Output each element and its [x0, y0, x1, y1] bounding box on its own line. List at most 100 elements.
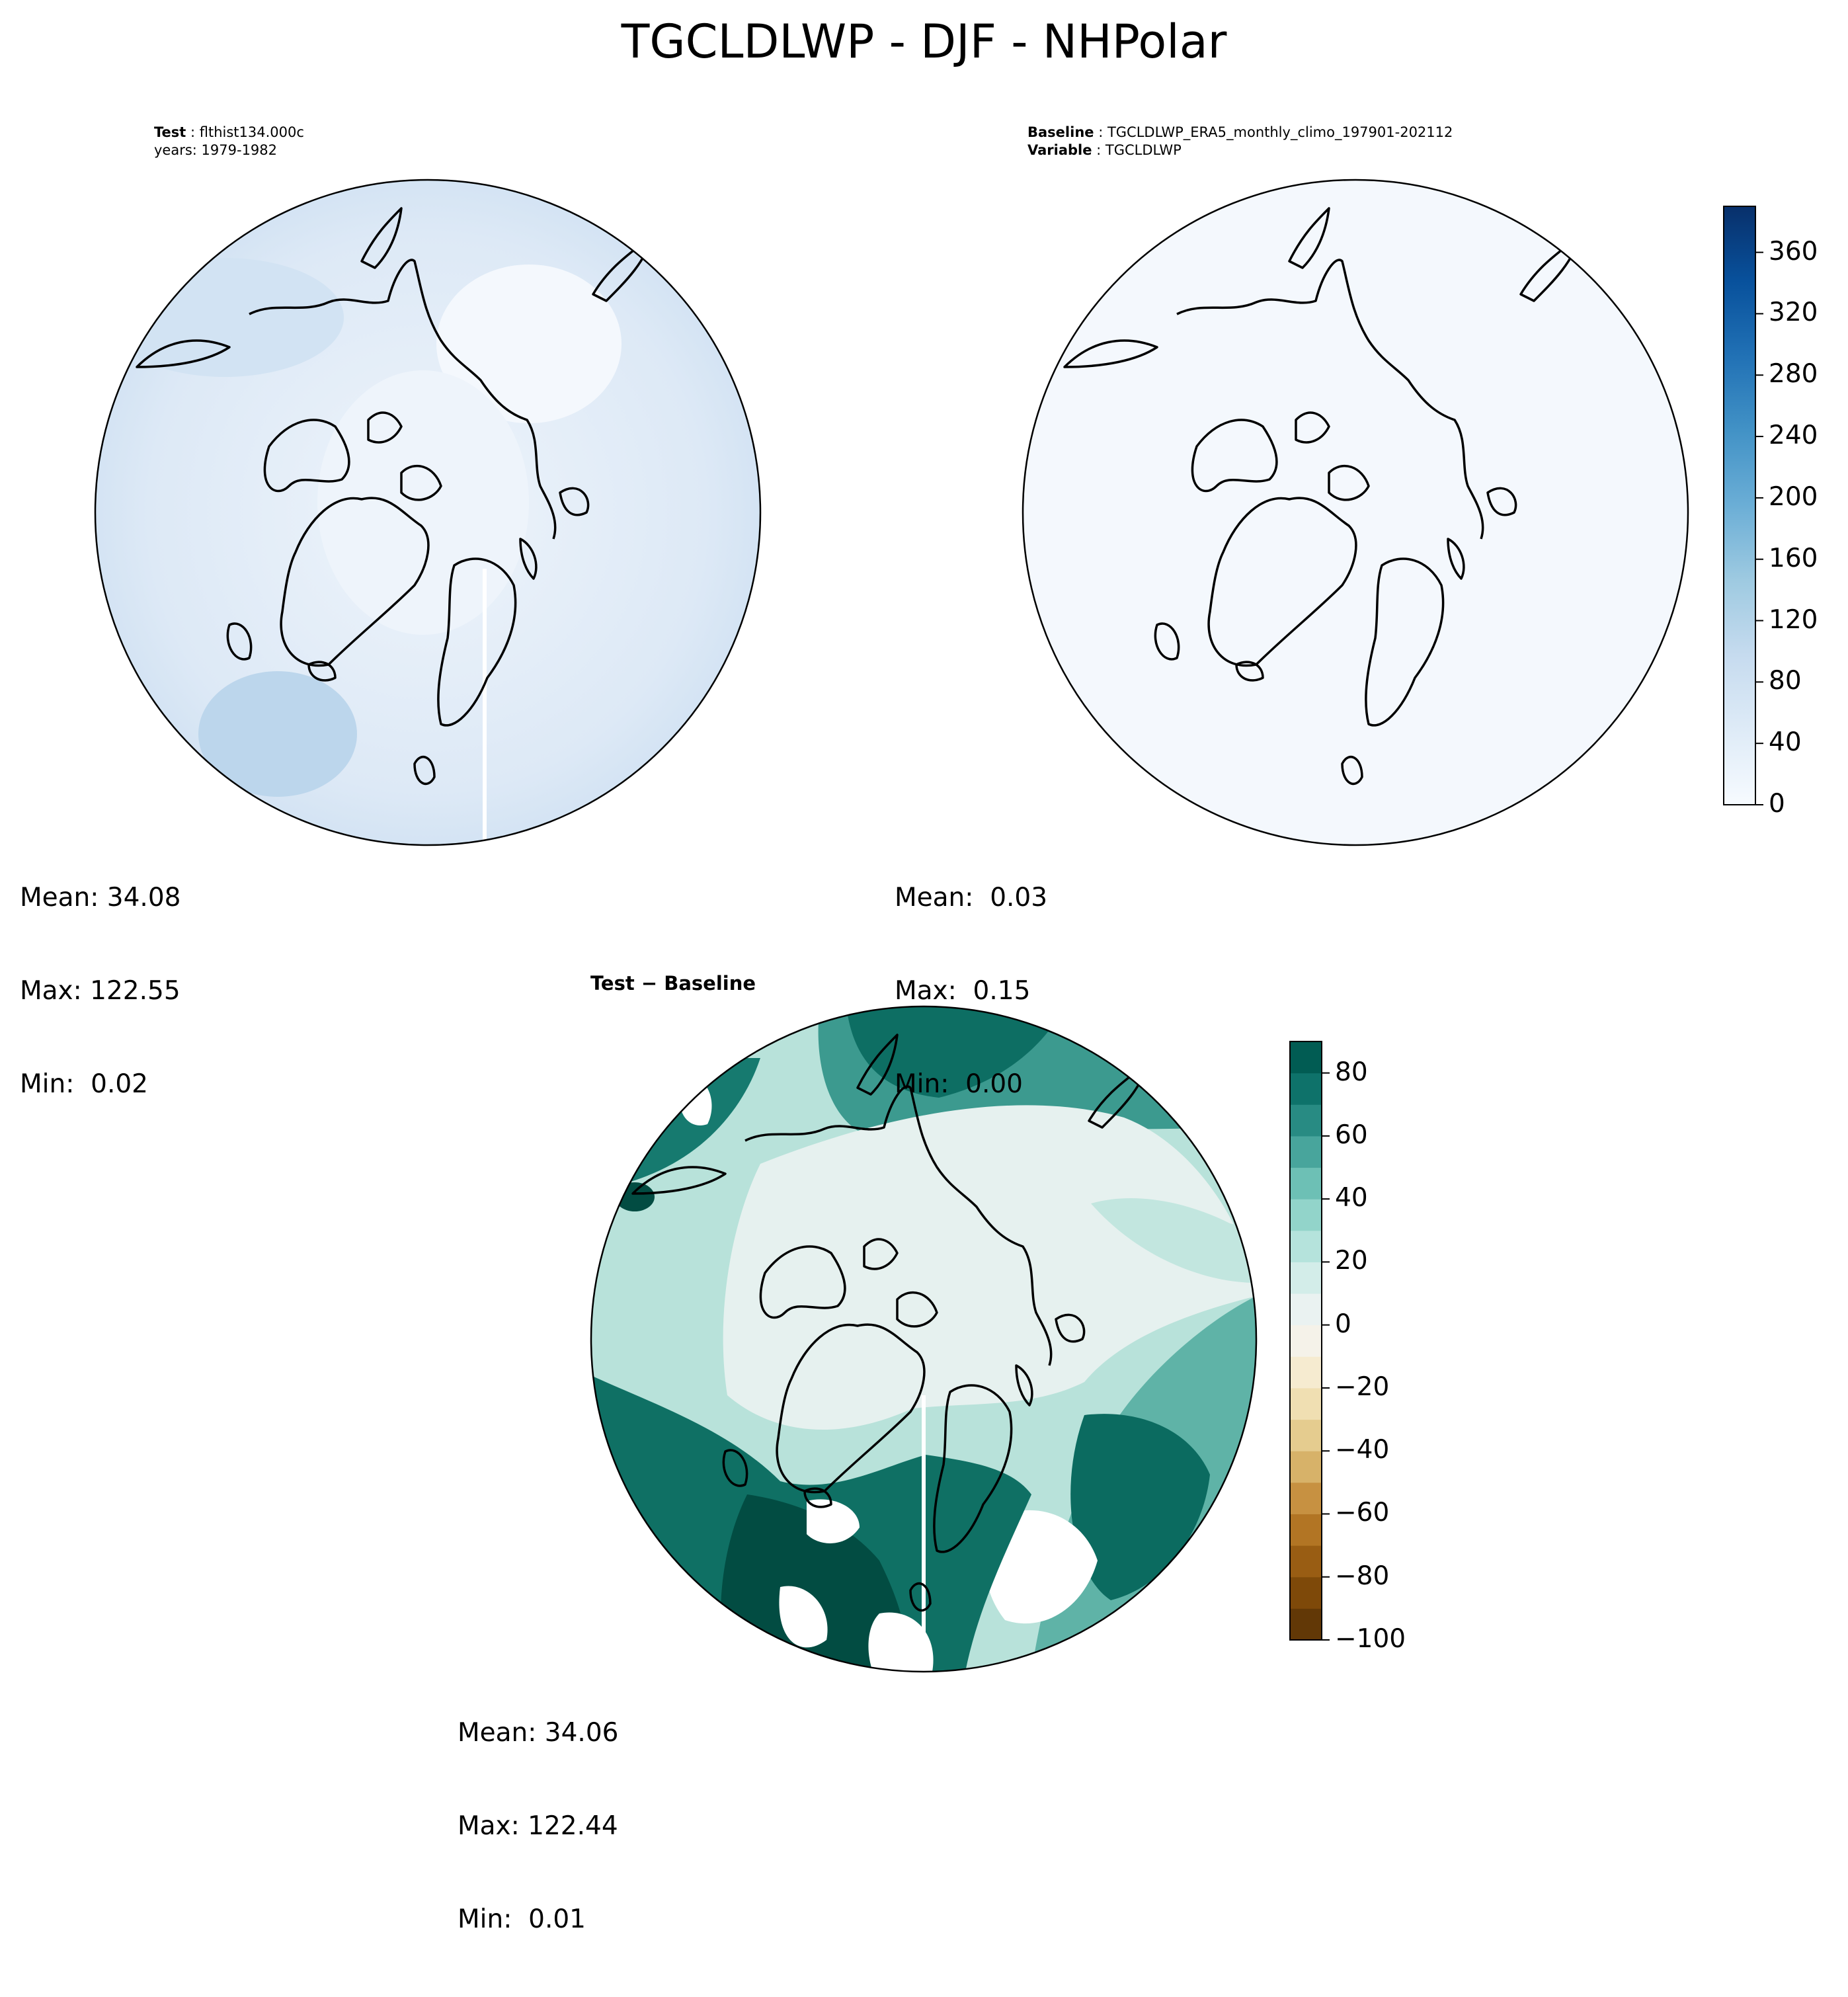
- test-map: [94, 179, 762, 846]
- colorbar-diverging-band: [1290, 1199, 1322, 1231]
- colorbar-blues-tick-label: 160: [1769, 543, 1818, 573]
- coastline-segment: [1365, 557, 1445, 727]
- colorbar-diverging-band: [1290, 1356, 1322, 1389]
- diff-nw-max: [615, 1182, 655, 1211]
- coastline-segment: [263, 419, 350, 493]
- difference-title: Test − Baseline: [590, 972, 756, 995]
- coastline-segment: [1486, 487, 1517, 516]
- colorbar-blues-tick-label: 80: [1769, 666, 1802, 696]
- coastline-segment: [1295, 411, 1330, 444]
- coastline-segment: [856, 1034, 899, 1096]
- baseline-var-key: Variable: [1027, 142, 1092, 158]
- test-max: Max: 122.55: [20, 976, 181, 1006]
- colorbar-blues-tick-label: 240: [1769, 421, 1818, 451]
- colorbar-diverging-bands: [1290, 1041, 1322, 1641]
- coastline-segment: [863, 1238, 899, 1270]
- colorbar-diverging-band: [1290, 1073, 1322, 1105]
- coastline-segment: [437, 557, 517, 727]
- colorbar-blues-bar: [1723, 206, 1756, 805]
- colorbar-diverging-band: [1290, 1230, 1322, 1262]
- colorbar-diverging-tick-label: −100: [1335, 1624, 1406, 1654]
- baseline-max: Max: 0.15: [895, 976, 1031, 1006]
- coastline-segment: [1154, 622, 1180, 661]
- baseline-map-boundary: [1022, 179, 1689, 846]
- test-mean: Mean: 34.08: [20, 883, 181, 913]
- coastline-segment: [759, 1245, 846, 1319]
- baseline-field: [1023, 180, 1688, 845]
- baseline-label-key: Baseline: [1027, 124, 1094, 140]
- colorbar-diverging-tick-label: −40: [1335, 1435, 1390, 1465]
- colorbar-diverging-band: [1290, 1514, 1322, 1546]
- colorbar-blues-tick-label: 280: [1769, 359, 1818, 389]
- coastline-segment: [1447, 538, 1465, 580]
- coastline-segment: [360, 207, 403, 269]
- colorbar-blues-ticks: [1755, 251, 1763, 805]
- test-field-high: [198, 671, 357, 797]
- coastline-segment: [1063, 339, 1158, 368]
- baseline-min: Min: 0.00: [895, 1069, 1023, 1099]
- test-label-value: flthist134.000c: [199, 124, 304, 140]
- coastline-segment: [803, 1487, 832, 1508]
- coastlines-a: [136, 207, 654, 786]
- coastline-segment: [909, 1582, 932, 1612]
- test-label-key: Test: [154, 124, 186, 140]
- diff-center-low: [723, 1105, 1256, 1430]
- baseline-header: Baseline : TGCLDLWP_ERA5_monthly_climo_1…: [1027, 124, 1453, 141]
- baseline-map: [1022, 179, 1689, 846]
- diff-s-blank: [868, 1612, 934, 1672]
- coastline-segment: [307, 661, 337, 682]
- baseline-mean: Mean: 0.03: [895, 883, 1048, 913]
- difference-map: [590, 1005, 1258, 1673]
- test-label-sep: :: [186, 124, 200, 140]
- coastline-segment: [933, 1384, 1013, 1553]
- coastline-segment: [413, 755, 436, 786]
- diff-south-max: [721, 1494, 906, 1672]
- coastlines-c: [631, 1034, 1150, 1612]
- test-stats: Mean: 34.08 Max: 122.55 Min: 0.02: [20, 820, 181, 1162]
- coastline-segment: [1055, 1313, 1086, 1343]
- diff-east-blank: [985, 1510, 1098, 1624]
- coastline-segment: [280, 497, 430, 667]
- baseline-var-sep: :: [1092, 142, 1105, 158]
- colorbar-diverging-band: [1290, 1325, 1322, 1357]
- colorbar-diverging-ticks: [1322, 1072, 1330, 1641]
- diff-east-core: [1070, 1414, 1210, 1600]
- figure-title: TGCLDLWP - DJF - NHPolar: [621, 15, 1227, 69]
- coastline-segment: [249, 259, 557, 540]
- baseline-var-value: TGCLDLWP: [1105, 142, 1182, 158]
- coastline-segment: [1176, 259, 1484, 540]
- colorbar-diverging-band: [1290, 1451, 1322, 1483]
- colorbar-diverging-tick-label: 40: [1335, 1183, 1368, 1213]
- coastline-segment: [226, 622, 253, 661]
- colorbar-blues-tick-label: 40: [1769, 727, 1802, 758]
- colorbar-diverging-band: [1290, 1135, 1322, 1168]
- colorbar-diverging-frame: [1289, 1041, 1322, 1641]
- colorbar-diverging-band: [1290, 1041, 1322, 1074]
- figure: TGCLDLWP - DJF - NHPolar Test : flthist1…: [20, 15, 1818, 1934]
- colorbar-diverging-tick-label: 0: [1335, 1309, 1351, 1339]
- test-map-boundary: [94, 179, 762, 846]
- coastline-segment: [400, 465, 442, 501]
- colorbar-diverging-band: [1290, 1419, 1322, 1451]
- colorbar-diverging-band: [1290, 1608, 1322, 1641]
- coastline-segment: [136, 339, 231, 368]
- colorbar-diverging-tick-label: 20: [1335, 1246, 1368, 1276]
- test-seam: [483, 569, 487, 845]
- difference-map-boundary: [590, 1005, 1258, 1673]
- difference-mean: Mean: 34.06: [458, 1718, 619, 1748]
- test-field-center: [317, 370, 529, 635]
- colorbar-diverging-band: [1290, 1167, 1322, 1200]
- coastline-segment: [519, 538, 538, 580]
- coastline-segment: [744, 1085, 1053, 1366]
- colorbar-diverging-tick-label: 80: [1335, 1057, 1368, 1087]
- coastline-segment: [559, 487, 590, 516]
- coastline-segment: [776, 1323, 926, 1494]
- diff-seam: [922, 1395, 926, 1672]
- colorbar-diverging-tick-label: 60: [1335, 1120, 1368, 1150]
- difference-max: Max: 122.44: [458, 1811, 618, 1841]
- test-header: Test : flthist134.000c: [154, 124, 304, 141]
- baseline-variable: Variable : TGCLDLWP: [1027, 142, 1182, 159]
- coastline-segment: [1328, 465, 1370, 501]
- colorbar-blues-tick-label: 320: [1769, 298, 1818, 328]
- colorbar-diverging: [1289, 1041, 1330, 1641]
